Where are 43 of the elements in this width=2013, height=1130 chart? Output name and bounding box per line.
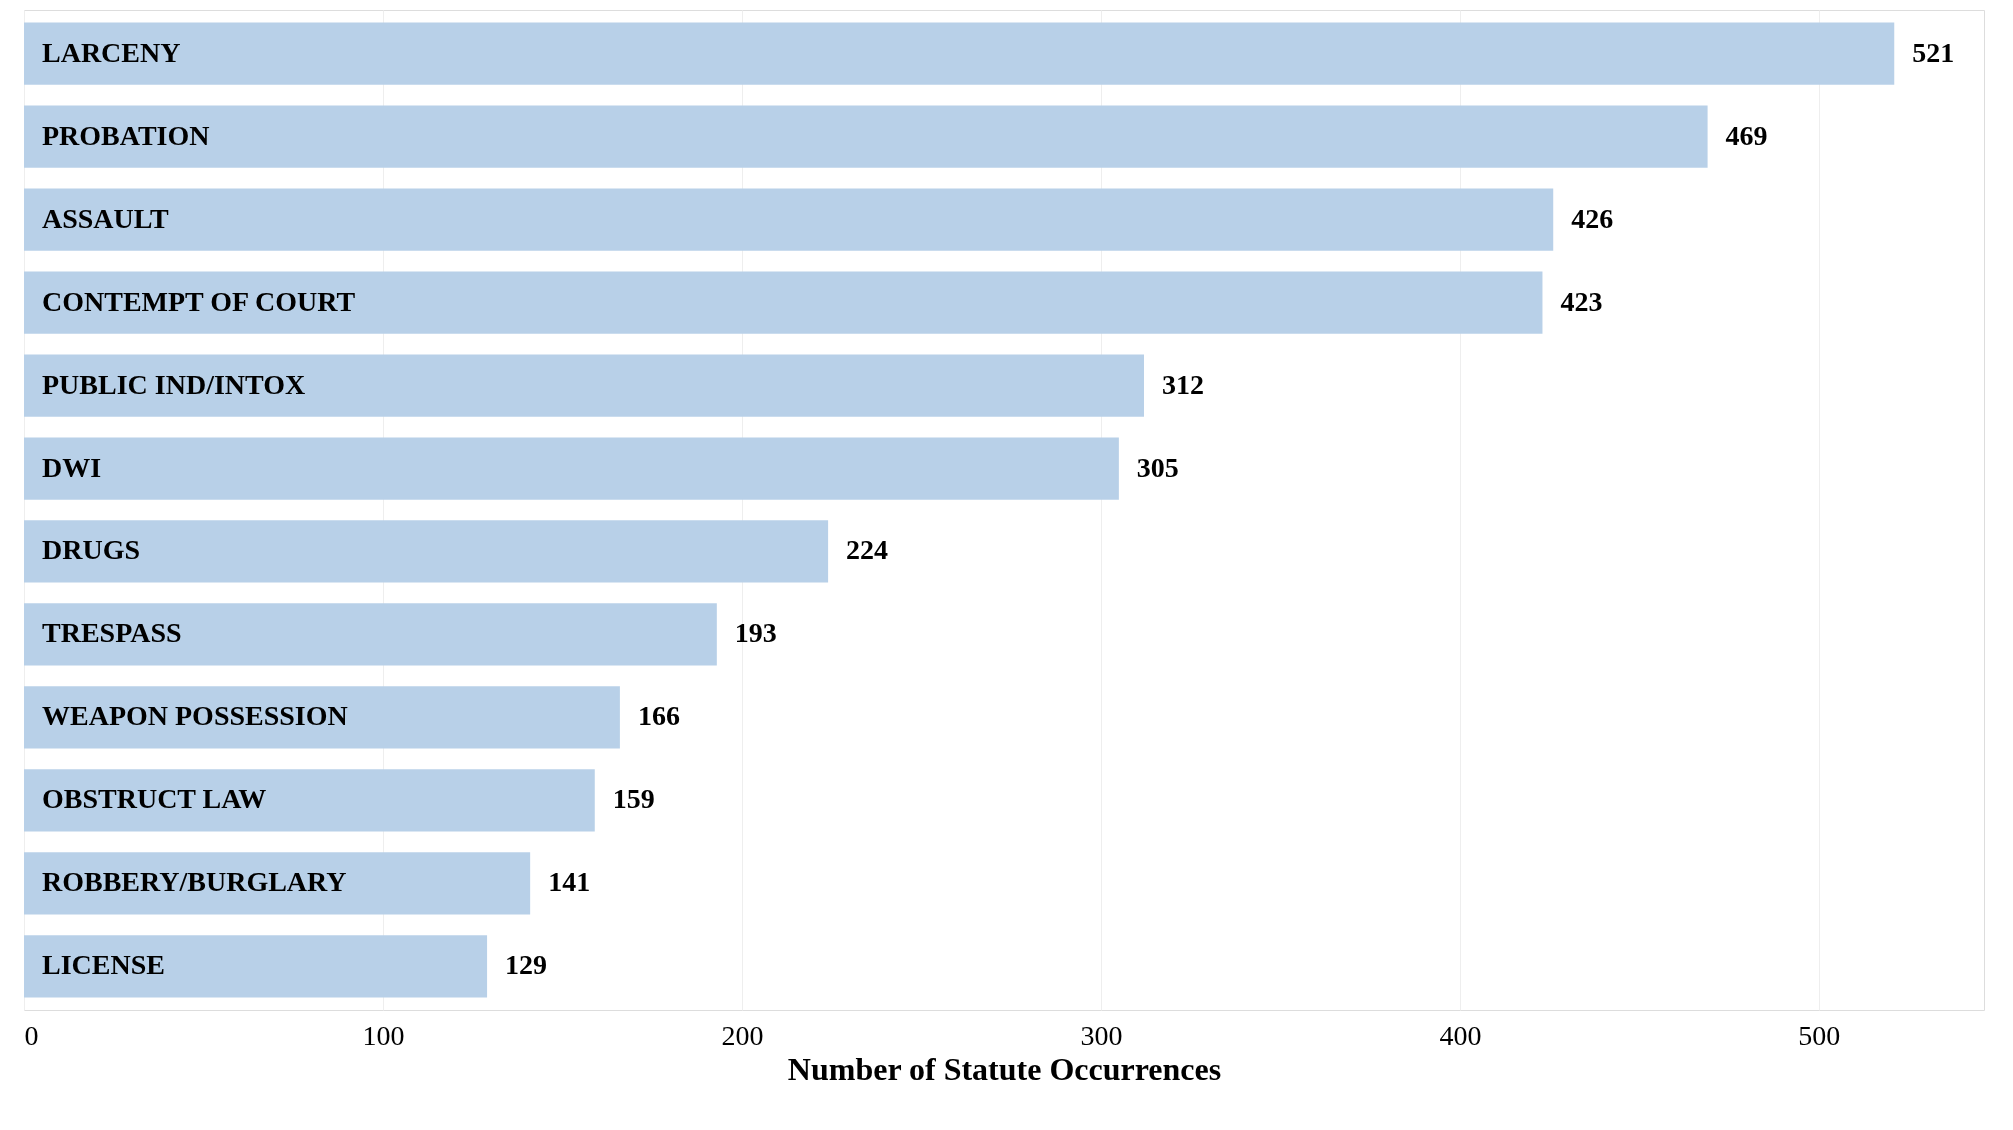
bar — [24, 852, 531, 915]
data-label: 224 — [846, 534, 889, 566]
y-tick-label: WEAPON POSSESSION — [42, 700, 348, 732]
y-tick-label: DWI — [42, 451, 102, 483]
y-tick-label: OBSTRUCT LAW — [42, 783, 267, 815]
bar — [24, 105, 1708, 168]
bar — [24, 520, 829, 583]
y-tick-label: PROBATION — [42, 119, 210, 151]
y-tick-label: ASSAULT — [42, 202, 169, 234]
data-label: 193 — [734, 617, 777, 649]
data-label: 159 — [612, 783, 655, 815]
bar — [24, 437, 1119, 500]
data-label: 426 — [1571, 202, 1614, 234]
bar — [24, 686, 620, 749]
y-tick-label: PUBLIC IND/INTOX — [42, 368, 306, 400]
x-tick-label: 200 — [721, 1019, 764, 1051]
bar — [24, 935, 488, 998]
data-label: 166 — [637, 700, 680, 732]
y-tick-label: ROBBERY/BURGLARY — [42, 866, 347, 898]
x-tick-label: 300 — [1080, 1019, 1123, 1051]
bar — [24, 22, 1895, 85]
bar — [24, 769, 595, 832]
data-label: 141 — [548, 866, 591, 898]
x-tick-label: 0 — [24, 1019, 39, 1051]
data-label: 469 — [1725, 119, 1768, 151]
y-tick-label: LARCENY — [42, 36, 181, 68]
bar — [24, 188, 1554, 251]
data-label: 129 — [505, 949, 548, 981]
x-tick-label: 400 — [1439, 1019, 1482, 1051]
bar — [24, 271, 1543, 334]
data-label: 305 — [1136, 451, 1179, 483]
data-label: 521 — [1912, 36, 1955, 68]
bar — [24, 354, 1144, 417]
x-tick-label: 100 — [362, 1019, 405, 1051]
bar — [24, 603, 717, 666]
data-label: 312 — [1162, 368, 1204, 400]
y-tick-label: TRESPASS — [42, 617, 182, 649]
x-axis-title: Number of Statute Occurrences — [787, 1050, 1222, 1087]
y-tick-label: CONTEMPT OF COURT — [42, 285, 356, 317]
y-tick-label: DRUGS — [42, 534, 141, 566]
y-tick-label: LICENSE — [42, 949, 165, 981]
data-label: 423 — [1560, 285, 1603, 317]
x-tick-label: 500 — [1798, 1019, 1841, 1051]
